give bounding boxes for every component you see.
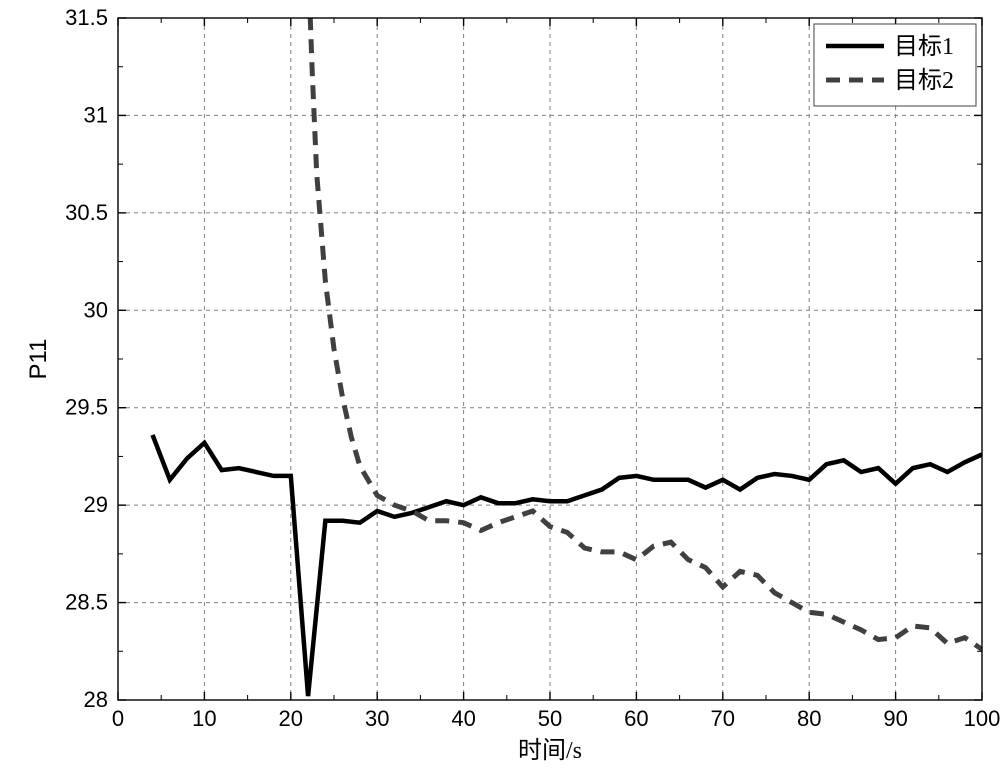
x-tick-label: 40 bbox=[451, 706, 475, 731]
x-tick-label: 90 bbox=[883, 706, 907, 731]
x-tick-label: 80 bbox=[797, 706, 821, 731]
y-tick-label: 28 bbox=[84, 687, 108, 712]
x-axis-label: 时间/s bbox=[518, 737, 582, 764]
x-tick-label: 10 bbox=[192, 706, 216, 731]
legend-label-1: 目标1 bbox=[894, 33, 954, 60]
legend: 目标1目标2 bbox=[814, 24, 976, 106]
x-tick-label: 0 bbox=[112, 706, 124, 731]
legend-label-2: 目标2 bbox=[894, 67, 954, 94]
x-tick-label: 100 bbox=[964, 706, 1000, 731]
y-axis-label: P11 bbox=[25, 339, 52, 380]
y-tick-label: 29 bbox=[84, 492, 108, 517]
x-tick-label: 70 bbox=[711, 706, 735, 731]
x-tick-label: 20 bbox=[279, 706, 303, 731]
y-tick-label: 31.5 bbox=[65, 5, 108, 30]
y-tick-label: 31 bbox=[84, 102, 108, 127]
x-tick-label: 30 bbox=[365, 706, 389, 731]
y-tick-label: 28.5 bbox=[65, 590, 108, 615]
x-tick-label: 50 bbox=[538, 706, 562, 731]
p11-time-chart: 0 10 20 30 40 50 60 70 80 90 100 28 28.5 29 29.5 30 30.5… bbox=[0, 0, 1000, 777]
y-tick-label: 29.5 bbox=[65, 395, 108, 420]
y-tick-label: 30.5 bbox=[65, 200, 108, 225]
x-tick-label: 60 bbox=[624, 706, 648, 731]
chart-container: 0 10 20 30 40 50 60 70 80 90 100 28 28.5 29 29.5 30 30.5… bbox=[0, 0, 1000, 777]
y-tick-label: 30 bbox=[84, 297, 108, 322]
